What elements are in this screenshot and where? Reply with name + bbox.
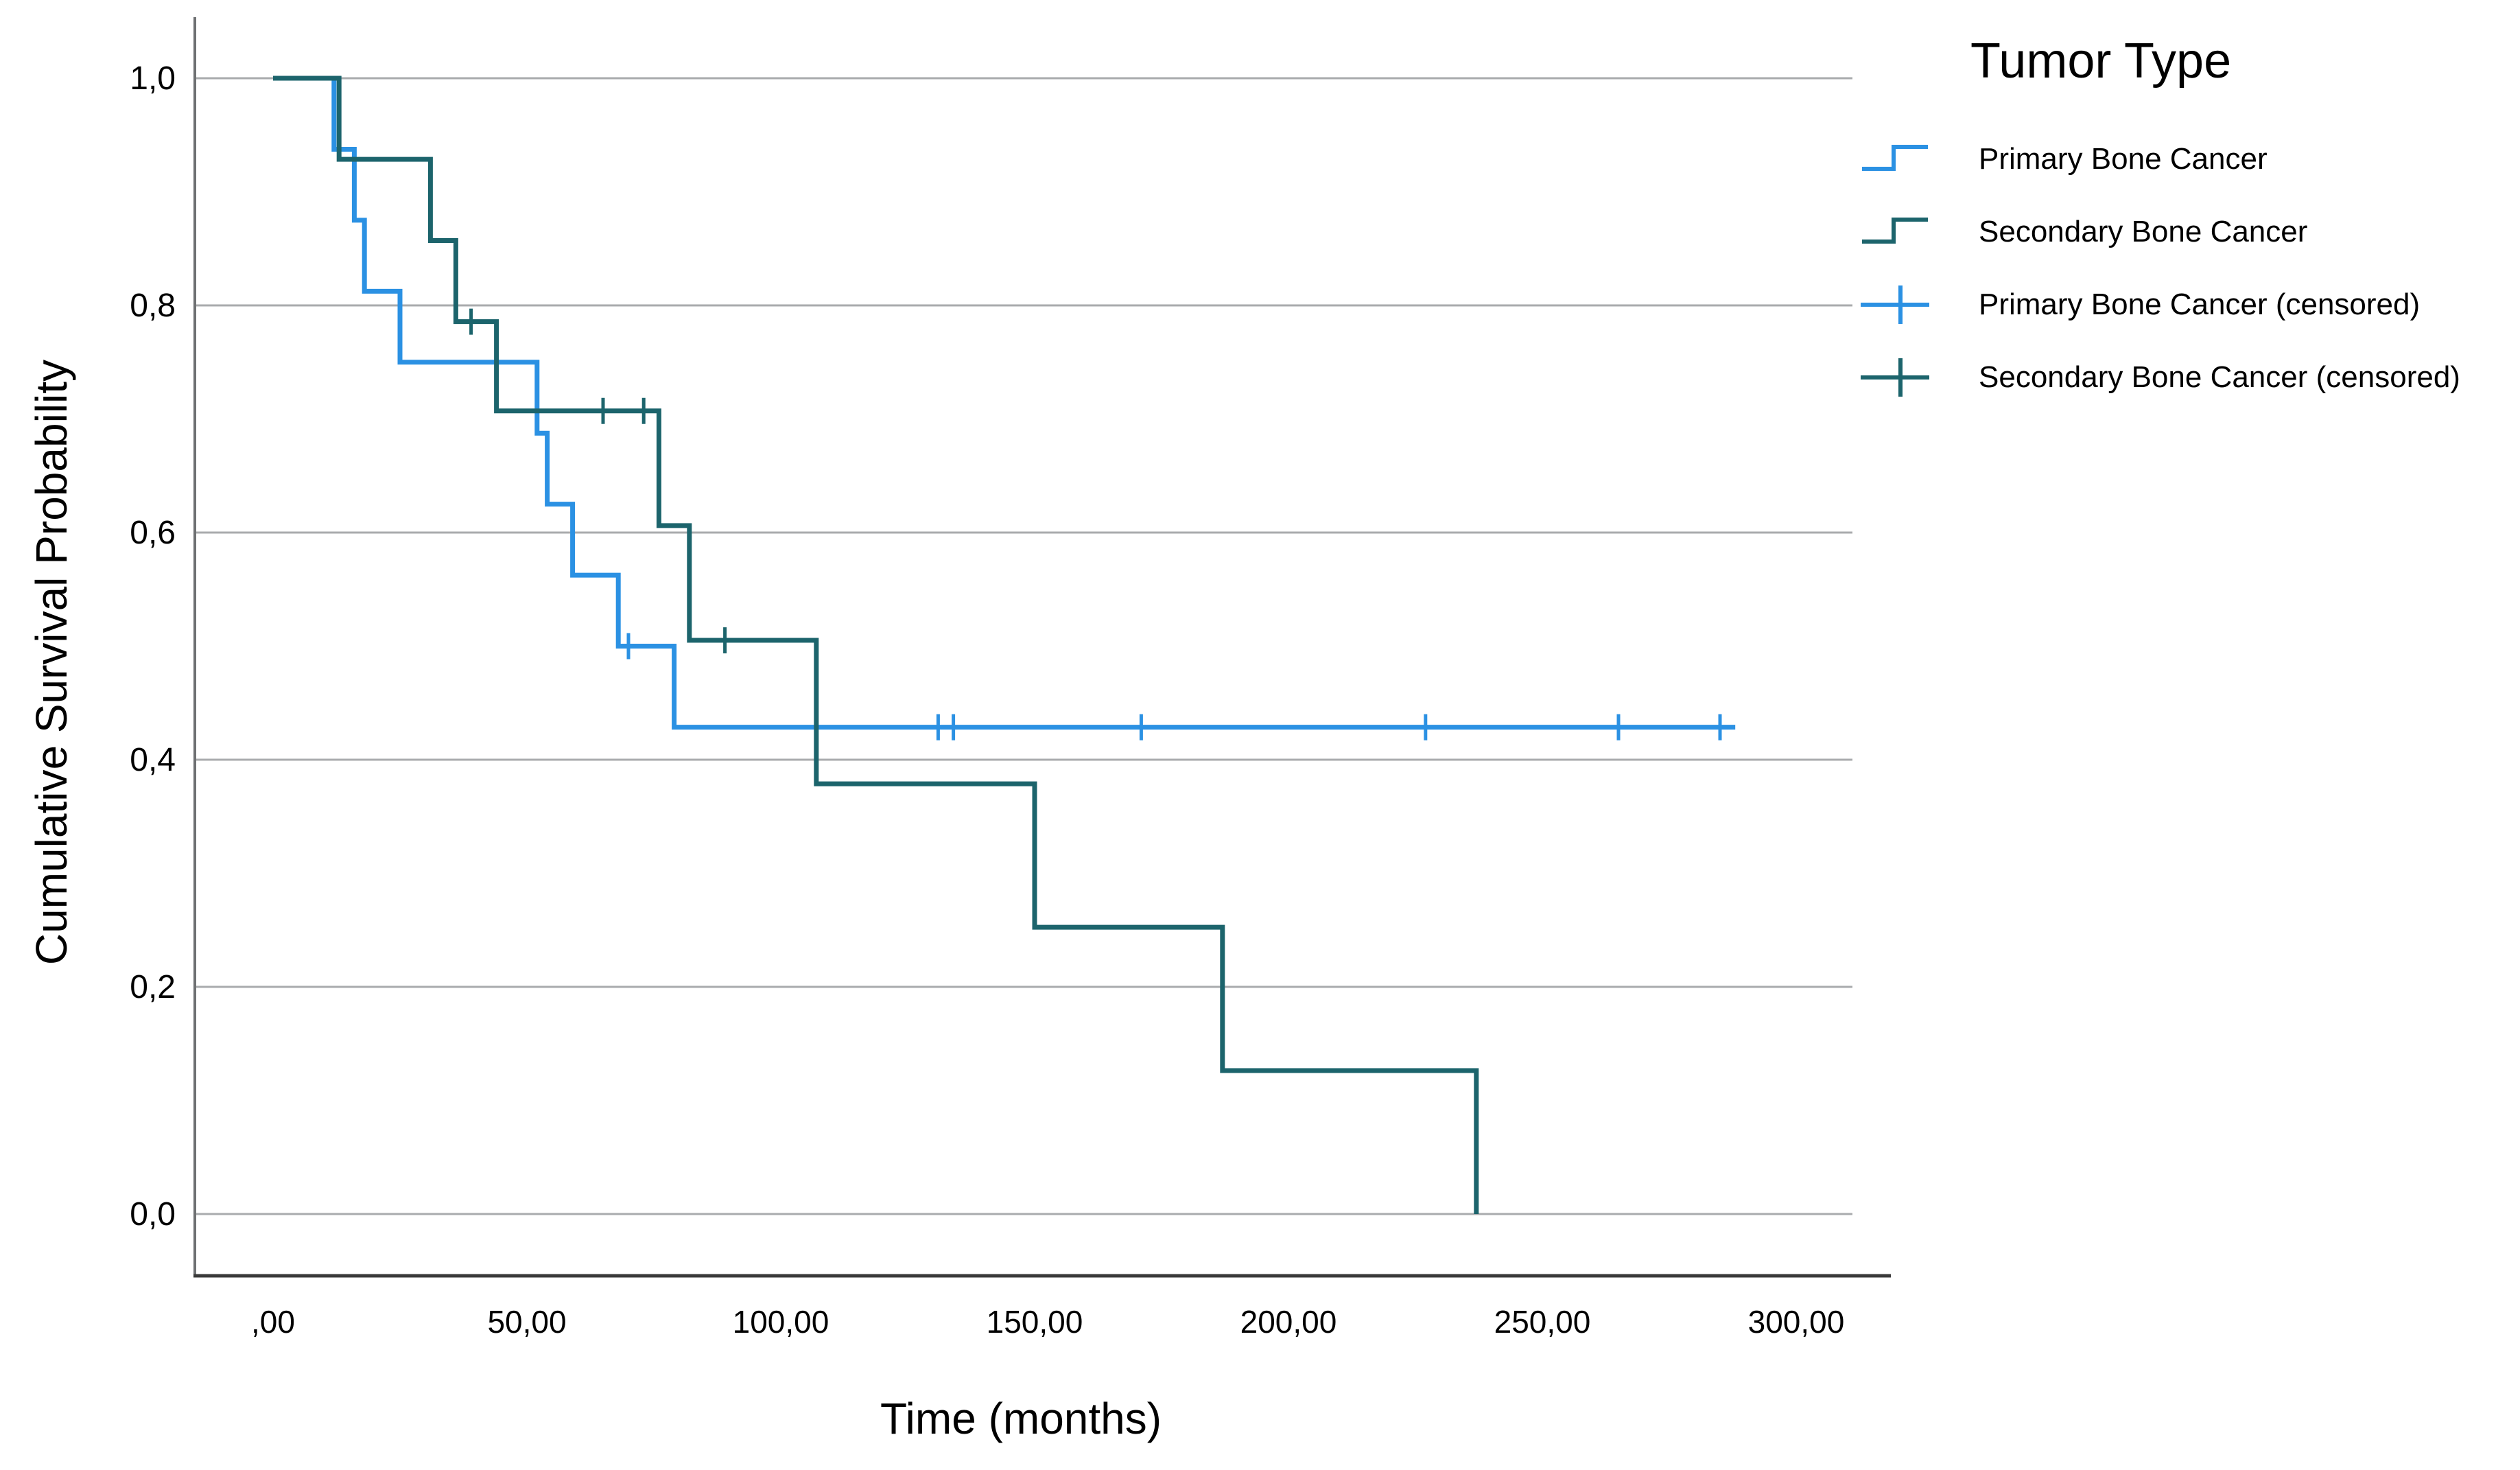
y-tick-label: 1,0 bbox=[130, 60, 176, 97]
legend-label-primary: Primary Bone Cancer bbox=[1979, 142, 2268, 176]
survival-curve-secondary bbox=[273, 75, 1479, 1214]
y-tick-label: 0,4 bbox=[130, 742, 176, 778]
x-tick-label: 100,00 bbox=[733, 1304, 829, 1340]
x-tick-label: 250,00 bbox=[1494, 1304, 1591, 1340]
legend-entry-secondary-censored: Secondary Bone Cancer (censored) bbox=[1852, 353, 2460, 402]
survival-curve-primary bbox=[273, 75, 1736, 730]
censor-plus-icon bbox=[1861, 285, 1929, 324]
legend-entry-primary-censored: Primary Bone Cancer (censored) bbox=[1852, 280, 2420, 329]
y-tick-label: 0,8 bbox=[130, 288, 176, 324]
x-tick-label: 300,00 bbox=[1748, 1304, 1845, 1340]
y-tick-label: 0,0 bbox=[130, 1196, 176, 1233]
legend: Tumor Type Primary Bone Cancer Secondary… bbox=[1852, 0, 2520, 480]
legend-entry-secondary: Secondary Bone Cancer bbox=[1852, 207, 2307, 257]
x-tick-label: 200,00 bbox=[1240, 1304, 1337, 1340]
x-axis-title: Time (months) bbox=[880, 1394, 1162, 1443]
legend-label-primary-censored: Primary Bone Cancer (censored) bbox=[1979, 288, 2421, 321]
legend-title: Tumor Type bbox=[1970, 34, 2232, 89]
x-tick-label: 50,00 bbox=[487, 1304, 566, 1340]
legend-label-secondary: Secondary Bone Cancer bbox=[1979, 215, 2308, 248]
legend-label-secondary-censored: Secondary Bone Cancer (censored) bbox=[1979, 360, 2460, 394]
y-axis-title: Cumulative Survival Probability bbox=[27, 359, 76, 966]
y-tick-label: 0,6 bbox=[130, 515, 176, 551]
x-tick-label: ,00 bbox=[251, 1304, 295, 1340]
censor-plus-icon bbox=[1861, 358, 1929, 397]
step-line-icon bbox=[1862, 218, 1928, 244]
step-line-icon bbox=[1862, 145, 1928, 171]
x-tick-label: 150,00 bbox=[987, 1304, 1083, 1340]
y-tick-label: 0,2 bbox=[130, 969, 176, 1005]
legend-entry-primary: Primary Bone Cancer bbox=[1852, 135, 2268, 184]
